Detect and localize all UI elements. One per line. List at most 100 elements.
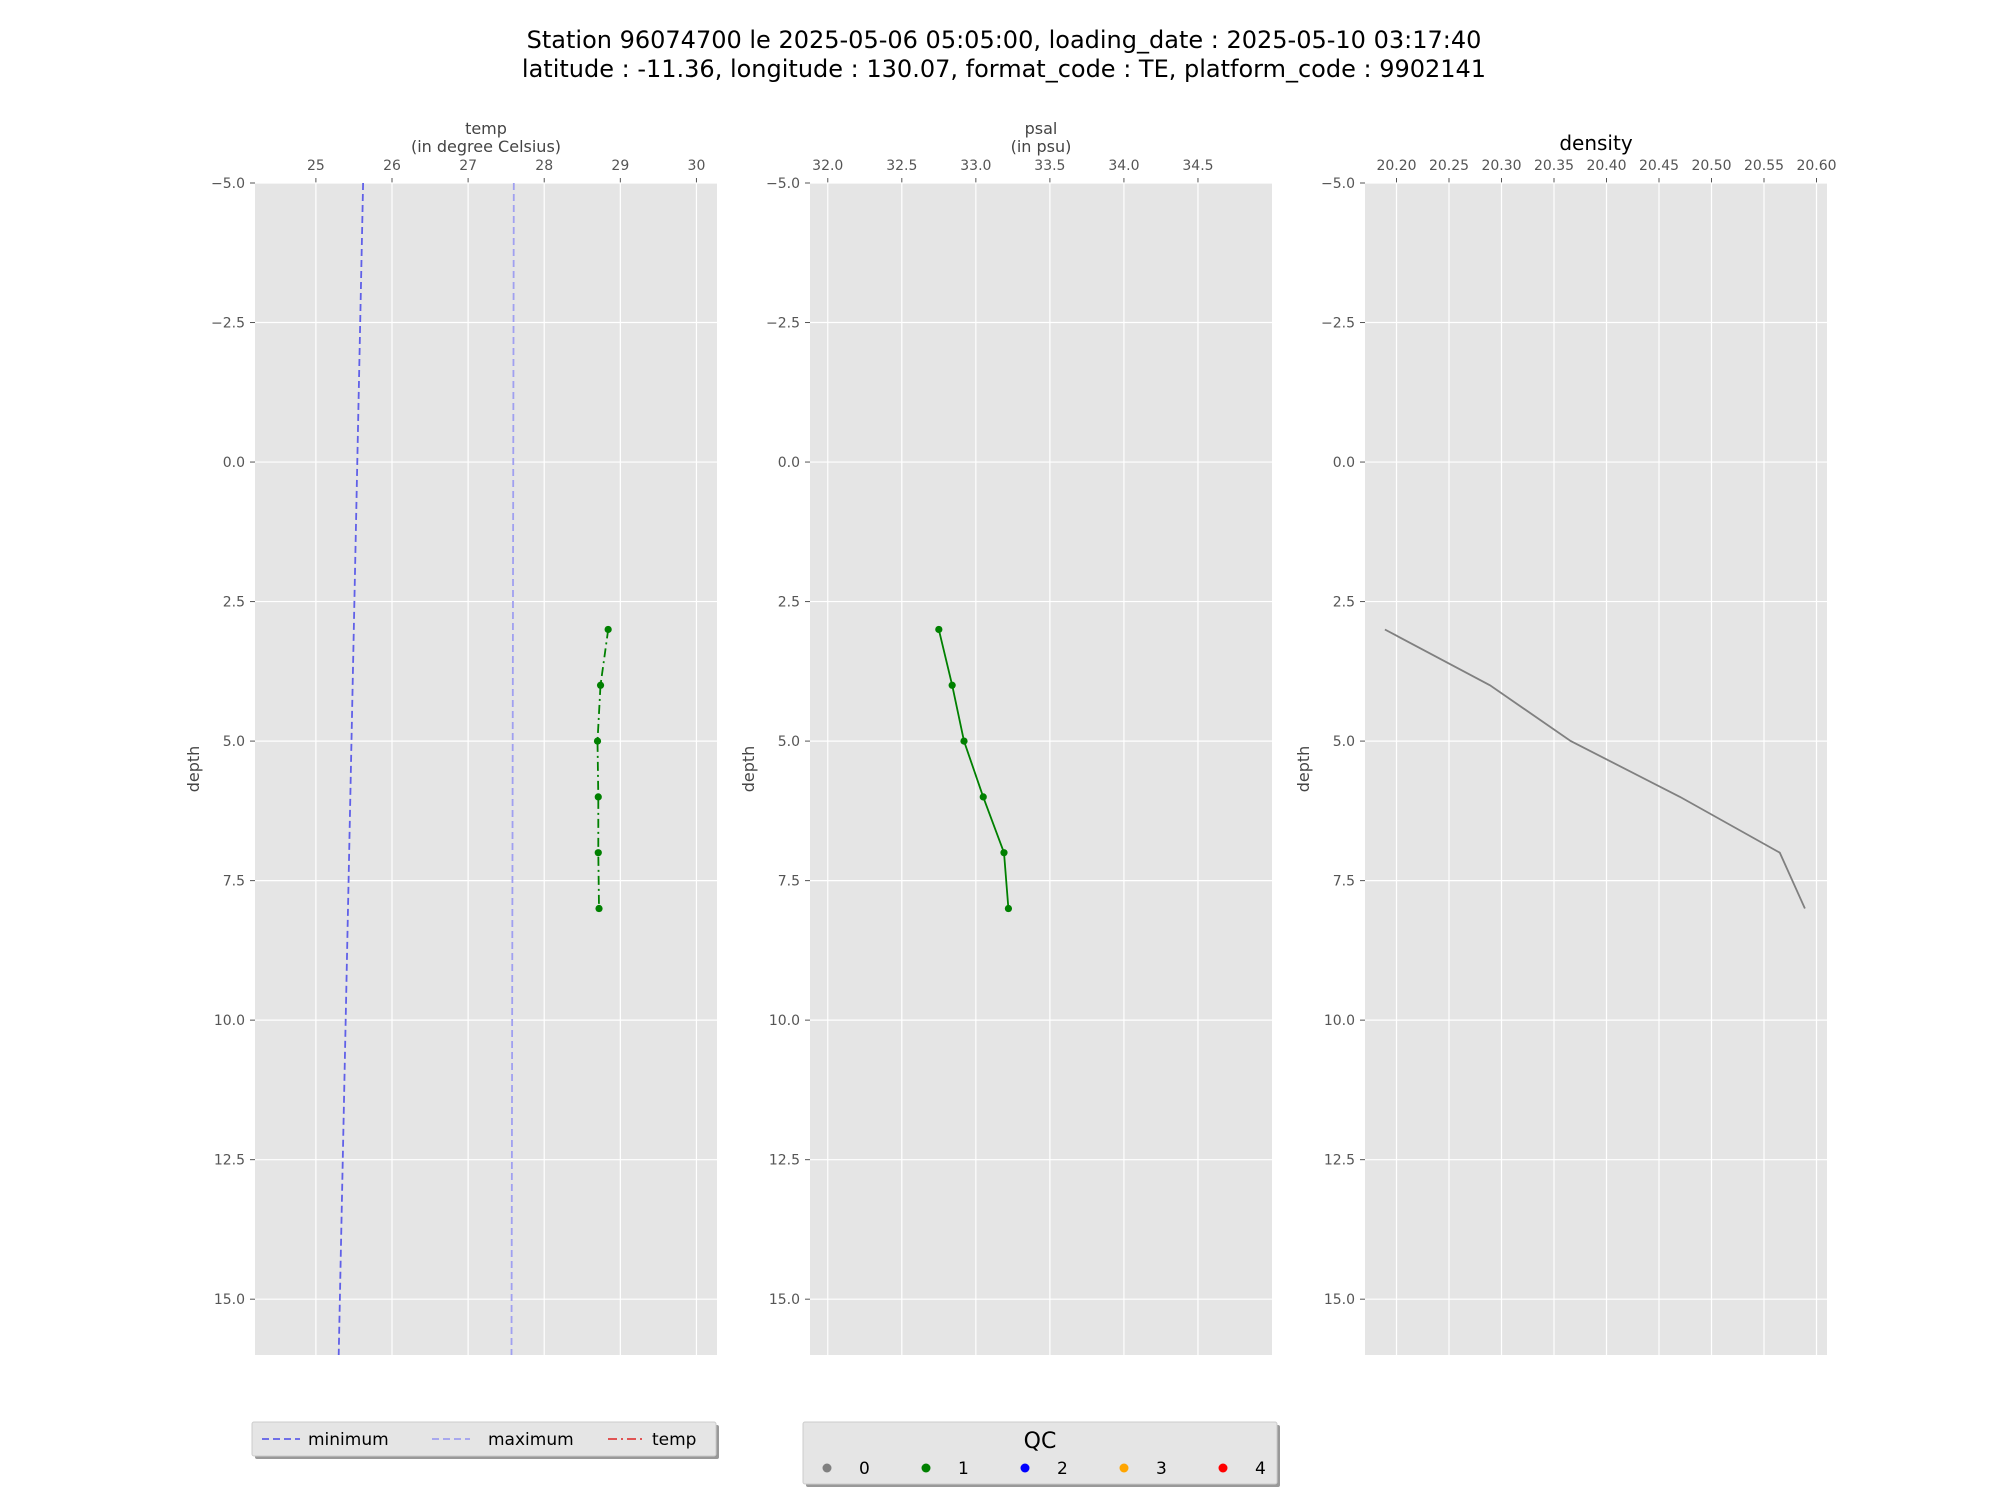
- qc-legend-label-2: 2: [1057, 1459, 1068, 1479]
- y-tick-label: 15.0: [214, 1292, 245, 1308]
- x-tick-label: 20.35: [1534, 158, 1574, 174]
- data-point: [1004, 904, 1013, 913]
- y-tick-label: 0.0: [778, 455, 800, 471]
- x-tick-label: 28: [535, 158, 553, 174]
- y-tick-label: 7.5: [1333, 874, 1355, 890]
- axis-subtitle: (in degree Celsius): [411, 137, 561, 156]
- x-tick-label: 25: [307, 158, 325, 174]
- legend-label-maximum: maximum: [488, 1430, 574, 1450]
- qc-legend-label-0: 0: [859, 1459, 870, 1479]
- y-tick-label: 2.5: [778, 595, 800, 611]
- qc-legend-marker-0: [822, 1463, 832, 1473]
- x-tick-label: 20.45: [1639, 158, 1679, 174]
- y-tick-label: 15.0: [1324, 1292, 1355, 1308]
- y-tick-label: 7.5: [778, 874, 800, 890]
- data-point: [960, 737, 968, 745]
- y-tick-label: 7.5: [223, 874, 245, 890]
- data-point: [594, 849, 602, 857]
- x-tick-label: 27: [459, 158, 477, 174]
- data-point: [596, 681, 605, 689]
- x-tick-label: 32.5: [886, 158, 917, 174]
- qc-legend-marker-1: [921, 1463, 931, 1473]
- y-tick-label: 0.0: [1333, 455, 1355, 471]
- y-tick-label: 5.0: [223, 734, 245, 750]
- axis-subtitle: (in psu): [1011, 137, 1072, 156]
- qc-legend-label-4: 4: [1255, 1459, 1266, 1479]
- x-tick-label: 32.0: [812, 158, 843, 174]
- y-tick-label: 10.0: [214, 1013, 245, 1029]
- y-tick-label: −2.5: [1321, 316, 1355, 332]
- x-tick-label: 33.5: [1034, 158, 1065, 174]
- qc-legend-box: [802, 1421, 1278, 1485]
- data-point: [594, 793, 602, 801]
- y-tick-label: 5.0: [778, 734, 800, 750]
- y-tick-label: 12.5: [769, 1153, 800, 1169]
- y-tick-label: 12.5: [214, 1153, 245, 1169]
- y-tick-label: 10.0: [1324, 1013, 1355, 1029]
- y-tick-label: 5.0: [1333, 734, 1355, 750]
- x-tick-label: 20.60: [1796, 158, 1836, 174]
- x-tick-label: 33.0: [960, 158, 991, 174]
- qc-legend-label-1: 1: [958, 1459, 969, 1479]
- data-point: [604, 625, 612, 634]
- line-legend: minimum maximum temp: [251, 1421, 719, 1459]
- density-panel: 20.20 20.25 20.30 20.35 20.40 20.45 20.50 20.55…: [1294, 131, 1837, 1355]
- legend-label-minimum: minimum: [308, 1430, 389, 1450]
- y-axis-label: depth: [739, 746, 758, 793]
- figure-title-line2: latitude : -11.36, longitude : 130.07, f…: [522, 55, 1486, 83]
- data-point: [979, 793, 987, 801]
- x-tick-label: 26: [383, 158, 401, 174]
- qc-legend-marker-3: [1119, 1463, 1129, 1473]
- y-axis-label: depth: [1294, 746, 1313, 793]
- y-tick-label: 2.5: [1333, 595, 1355, 611]
- qc-legend: QC 0 1 2 3 4: [802, 1421, 1280, 1487]
- x-tick-label: 34.0: [1108, 158, 1139, 174]
- legend-box: [251, 1421, 717, 1457]
- y-tick-label: −5.0: [1321, 176, 1355, 192]
- plot-background: [1365, 183, 1827, 1355]
- data-point: [1000, 849, 1008, 857]
- y-tick-label: 10.0: [769, 1013, 800, 1029]
- axis-title: density: [1559, 131, 1632, 155]
- y-tick-label: 0.0: [223, 455, 245, 471]
- x-tick-label: 20.30: [1481, 158, 1521, 174]
- y-tick-label: −5.0: [211, 176, 245, 192]
- axis-title: psal: [1025, 119, 1058, 138]
- y-tick-label: 2.5: [223, 595, 245, 611]
- psal-panel: 32.0 32.5 33.0 33.5 34.0 34.5 −5.0 −2.5 0.0 2.5 5.…: [739, 119, 1272, 1355]
- y-tick-label: 12.5: [1324, 1153, 1355, 1169]
- series-line-maximum: [510, 182, 515, 1356]
- series-line-density: [1384, 628, 1806, 909]
- y-tick-label: −2.5: [766, 316, 800, 332]
- x-tick-label: 30: [688, 158, 706, 174]
- x-tick-label: 20.25: [1429, 158, 1469, 174]
- legend-label-temp: temp: [652, 1430, 696, 1450]
- plot-background: [810, 183, 1272, 1355]
- x-tick-label: 20.20: [1376, 158, 1416, 174]
- y-tick-label: −2.5: [211, 316, 245, 332]
- figure-title-line1: Station 96074700 le 2025-05-06 05:05:00,…: [527, 26, 1482, 54]
- temp-panel: 25 26 27 28 29 30 −5.0 −2.5 0.0 2.5 5.0 7.5 10.0 12.5…: [184, 119, 717, 1356]
- x-tick-label: 29: [611, 158, 629, 174]
- series-line-psal: [937, 629, 1010, 909]
- data-point: [935, 625, 943, 634]
- x-tick-label: 20.50: [1691, 158, 1731, 174]
- qc-legend-marker-4: [1218, 1463, 1228, 1473]
- y-tick-label: 15.0: [769, 1292, 800, 1308]
- y-tick-label: −5.0: [766, 176, 800, 192]
- x-tick-label: 20.40: [1586, 158, 1626, 174]
- qc-legend-title: QC: [1024, 1429, 1057, 1454]
- plot-background: [255, 183, 717, 1355]
- axis-title: temp: [465, 119, 507, 138]
- qc-legend-marker-2: [1020, 1463, 1030, 1473]
- x-tick-label: 34.5: [1182, 158, 1213, 174]
- series-line-minimum: [337, 182, 364, 1356]
- x-tick-label: 20.55: [1744, 158, 1784, 174]
- data-point: [595, 904, 603, 913]
- y-axis-label: depth: [184, 746, 203, 793]
- data-point: [593, 737, 602, 745]
- qc-legend-label-3: 3: [1156, 1459, 1167, 1479]
- series-line-temp: [596, 629, 610, 909]
- data-point: [948, 681, 956, 689]
